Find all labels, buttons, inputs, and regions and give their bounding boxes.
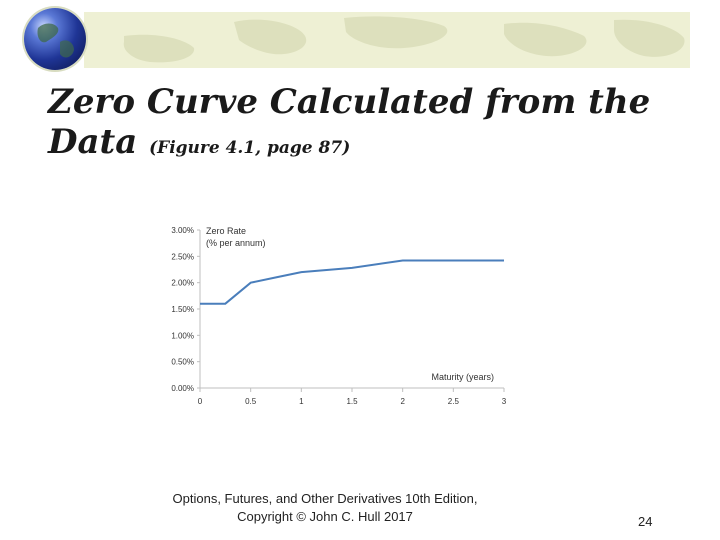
y-tick-labels: 0.00% 0.50% 1.00% 1.50% 2.00% 2.50% 3.00%	[171, 226, 194, 393]
footer-line-2: Copyright © John C. Hull 2017	[237, 509, 413, 524]
slide-title: Zero Curve Calculated from the Data (Fig…	[48, 82, 650, 168]
x-tick-label: 1	[299, 397, 304, 406]
y-tick-label: 2.50%	[171, 252, 194, 261]
x-tick-label: 0	[198, 397, 203, 406]
y-axis-label-line-1: Zero Rate	[206, 226, 246, 236]
title-figure-reference: (Figure 4.1, page 87)	[149, 138, 351, 158]
x-tick-label: 2	[400, 397, 405, 406]
y-tick-label: 1.00%	[171, 331, 194, 340]
title-line-1: Zero Curve Calculated from the	[48, 82, 651, 122]
y-tick-label: 3.00%	[171, 226, 194, 235]
zero-curve-chart: 0.00% 0.50% 1.00% 1.50% 2.00% 2.50% 3.00% 0 0.5…	[171, 226, 507, 406]
title-data-word: Data	[48, 122, 138, 162]
x-axis-label: Maturity (years)	[431, 372, 494, 382]
title-line-2: Data (Figure 4.1, page 87)	[48, 122, 650, 168]
header-banner	[84, 12, 690, 68]
y-tick-marks	[197, 229, 200, 389]
y-tick-label: 0.50%	[171, 358, 194, 367]
globe-icon	[24, 8, 86, 70]
x-tick-labels: 0 0.5 1 1.5 2 2.5 3	[198, 397, 507, 406]
x-tick-label: 3	[502, 397, 507, 406]
x-tick-label: 1.5	[346, 397, 358, 406]
x-tick-label: 0.5	[245, 397, 257, 406]
y-tick-label: 1.50%	[171, 305, 194, 314]
y-tick-label: 2.00%	[171, 279, 194, 288]
footer-line-1: Options, Futures, and Other Derivatives …	[172, 491, 478, 506]
globe-continents	[37, 23, 74, 58]
y-axis-label-line-2: (% per annum)	[206, 238, 266, 248]
zero-rate-line	[200, 259, 504, 305]
world-map-decoration	[123, 16, 685, 63]
page-number: 24	[638, 514, 653, 529]
footer-copyright: Options, Futures, and Other Derivatives …	[140, 490, 510, 526]
x-tick-marks	[199, 388, 505, 392]
y-tick-label: 0.00%	[171, 384, 194, 393]
x-tick-label: 2.5	[448, 397, 460, 406]
